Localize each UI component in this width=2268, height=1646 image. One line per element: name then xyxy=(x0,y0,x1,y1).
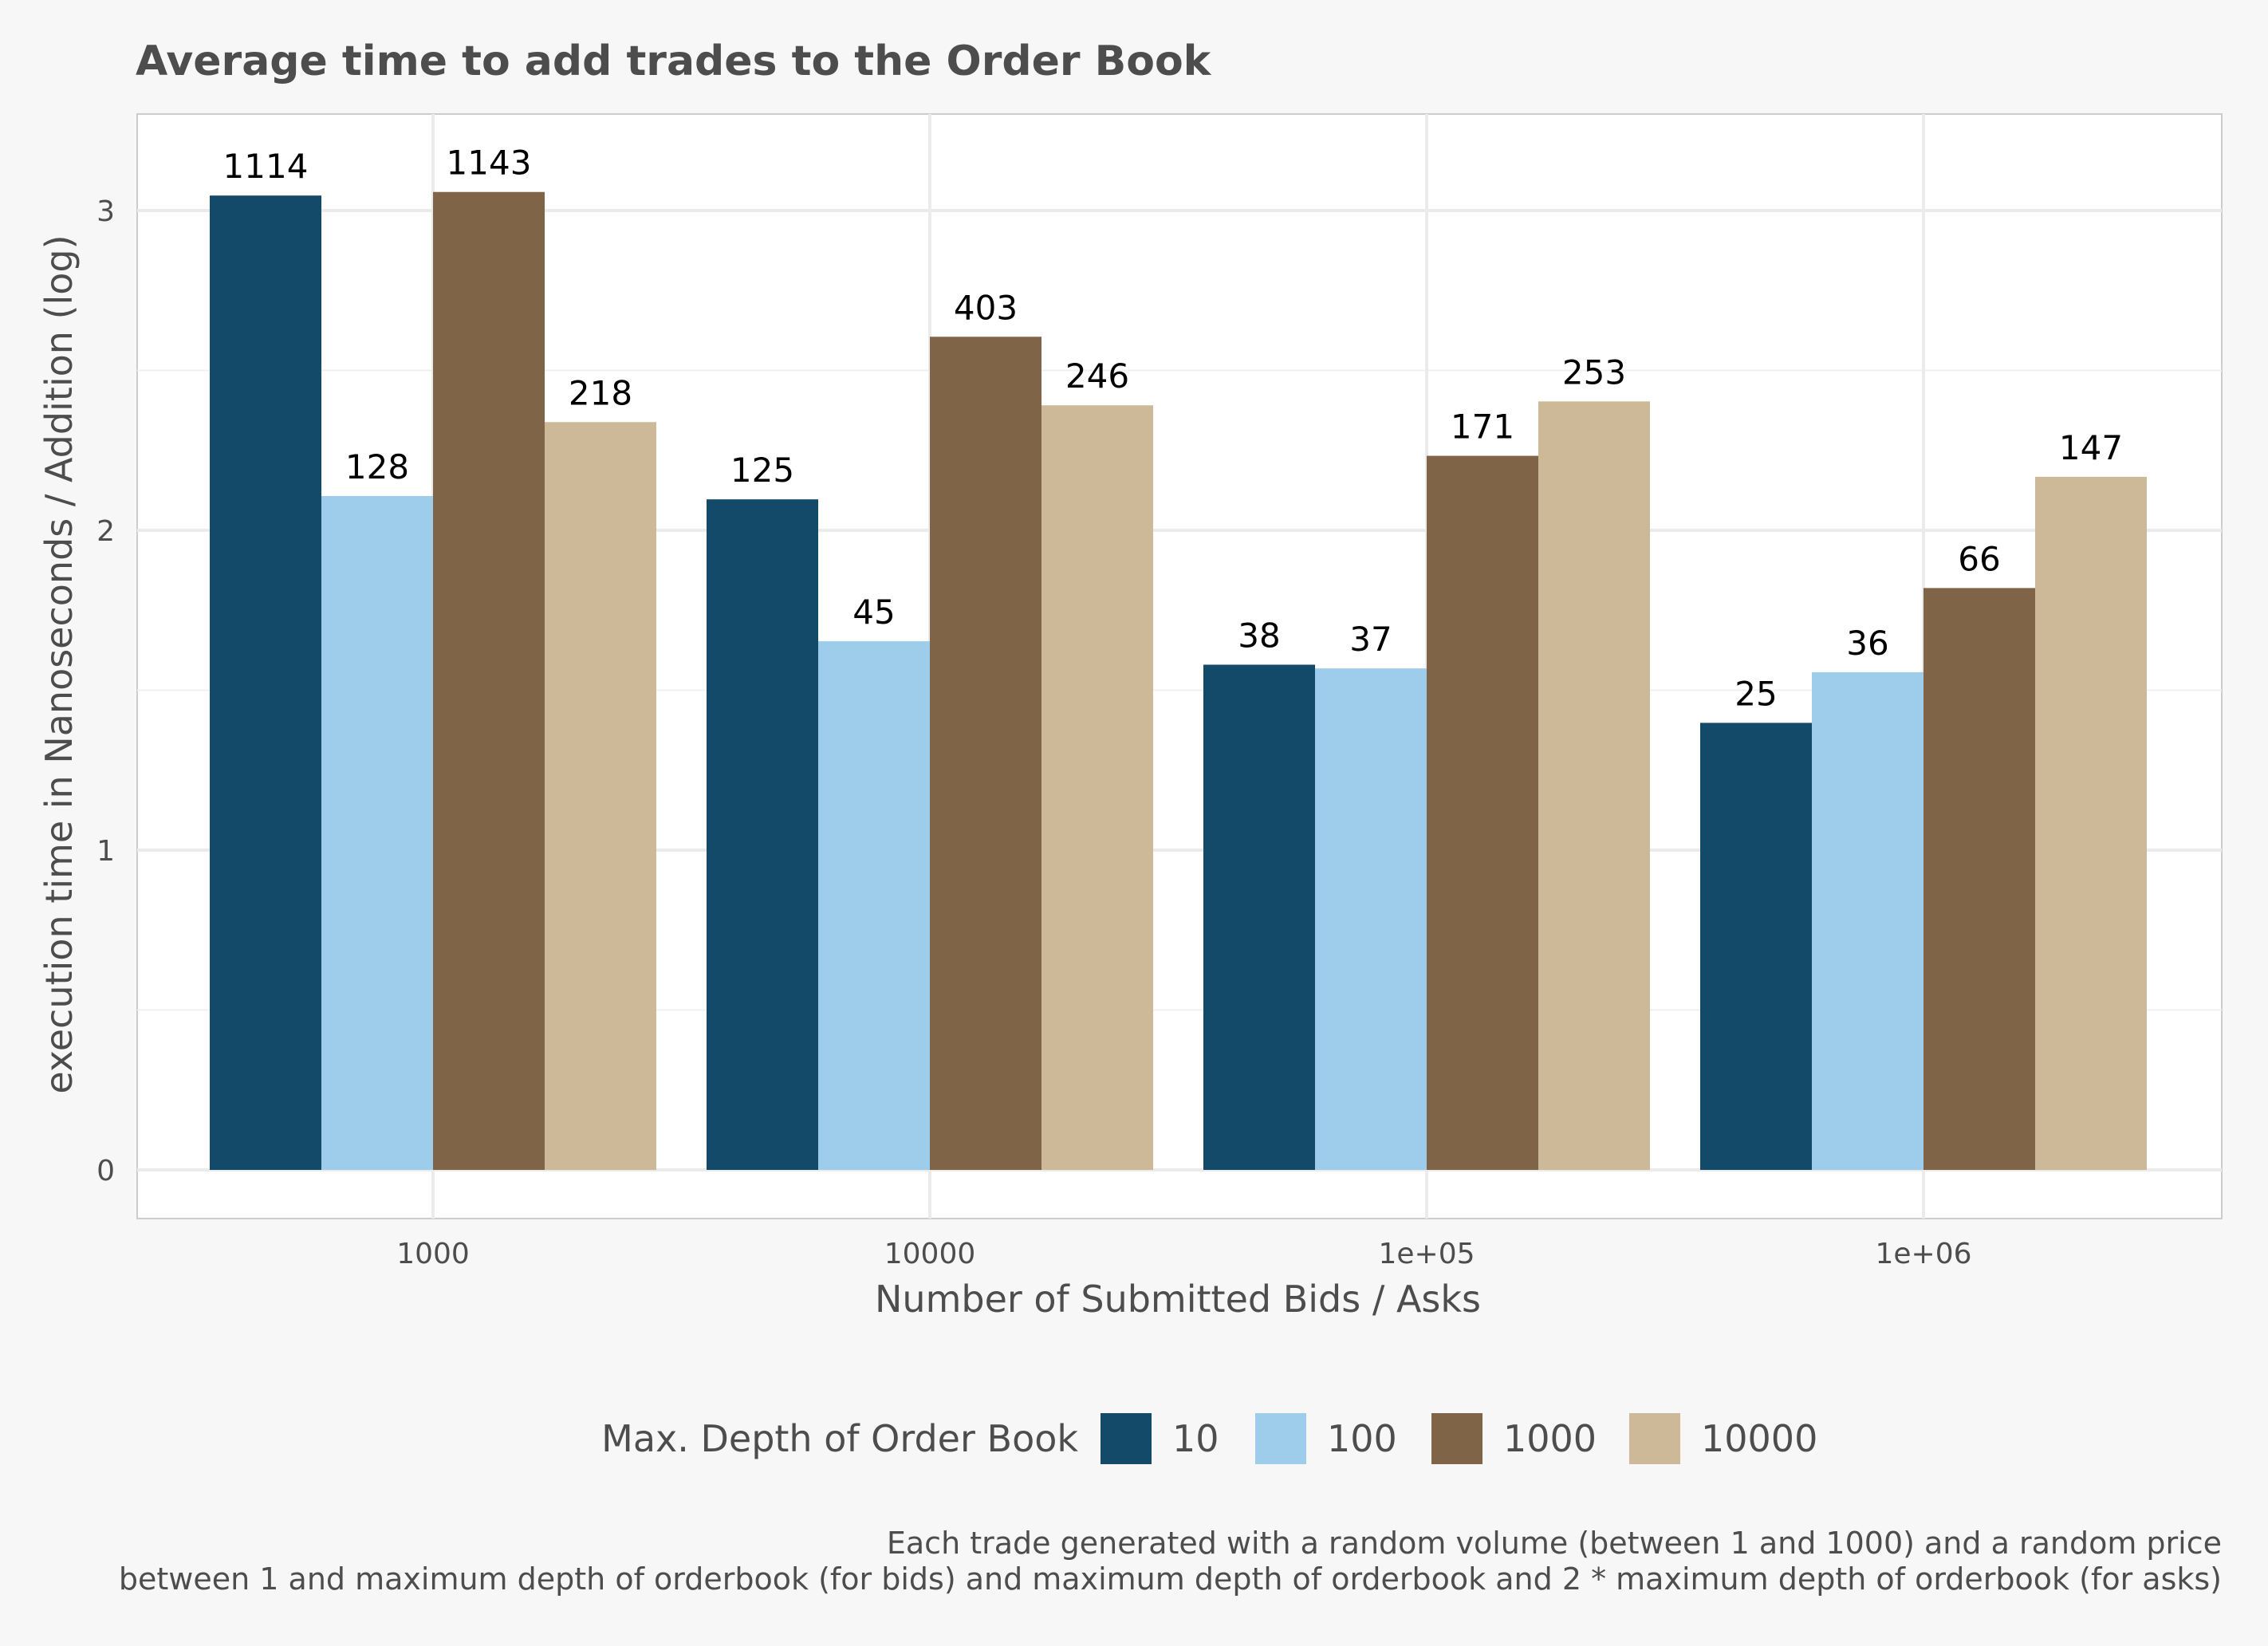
y-tick-label: 0 xyxy=(96,1155,115,1187)
bar-value-label: 128 xyxy=(345,447,409,486)
x-axis-ticks: 1000 10000 1e+05 1e+06 xyxy=(396,1238,1971,1270)
legend-key-10000 xyxy=(1629,1413,1680,1464)
y-axis-label: execution time in Nanoseconds / Addition… xyxy=(37,234,81,1093)
legend-label-10000: 10000 xyxy=(1701,1417,1817,1460)
bar-100-10000 xyxy=(818,641,930,1170)
bars-group xyxy=(210,191,2147,1171)
bar-10000-1000 xyxy=(545,422,656,1170)
caption: Each trade generated with a random volum… xyxy=(119,1526,2222,1597)
bar-value-label: 171 xyxy=(1451,408,1514,447)
caption-line-2: between 1 and maximum depth of orderbook… xyxy=(119,1561,2222,1597)
bar-10000-10000 xyxy=(1041,405,1153,1171)
bar-10-1e+05 xyxy=(1203,664,1315,1170)
bar-value-label: 36 xyxy=(1846,624,1888,663)
bar-value-label: 37 xyxy=(1349,620,1392,659)
x-tick-label: 1000 xyxy=(396,1238,470,1270)
bar-labels-group: 1114 125 38 25 128 45 37 36 1143 403 171 66 218 246 25… xyxy=(223,144,2124,714)
bar-100-1e+06 xyxy=(1812,671,1923,1170)
bar-value-label: 125 xyxy=(730,451,794,490)
bar-10000-1e+06 xyxy=(2035,476,2147,1170)
bar-value-label: 45 xyxy=(852,593,895,632)
bar-10-1e+06 xyxy=(1700,723,1812,1170)
bar-value-label: 147 xyxy=(2059,428,2123,467)
bar-value-label: 38 xyxy=(1238,616,1280,656)
bar-value-label: 218 xyxy=(569,373,632,412)
legend-label-100: 100 xyxy=(1327,1417,1397,1460)
bar-100-1e+05 xyxy=(1315,668,1427,1170)
chart-title: Average time to add trades to the Order … xyxy=(136,37,1212,85)
bar-value-label: 246 xyxy=(1065,356,1129,396)
legend-title: Max. Depth of Order Book xyxy=(601,1417,1078,1460)
x-tick-label: 10000 xyxy=(884,1238,976,1270)
bar-value-label: 403 xyxy=(954,288,1018,327)
bar-value-label: 1143 xyxy=(447,144,532,183)
legend-key-1000 xyxy=(1431,1413,1482,1464)
bar-100-1000 xyxy=(321,496,433,1170)
y-axis-ticks: 0 1 2 3 xyxy=(96,195,115,1187)
bar-value-label: 253 xyxy=(1562,352,1626,392)
bar-10000-1e+05 xyxy=(1538,401,1650,1171)
bar-1000-1e+06 xyxy=(1923,588,2035,1170)
bar-10-10000 xyxy=(707,499,818,1170)
caption-line-1: Each trade generated with a random volum… xyxy=(887,1526,2222,1561)
bar-value-label: 1114 xyxy=(223,147,309,186)
bar-1000-10000 xyxy=(930,337,1041,1170)
bar-value-label: 66 xyxy=(1958,539,2000,578)
legend-key-10 xyxy=(1101,1413,1152,1464)
x-tick-label: 1e+05 xyxy=(1378,1238,1475,1270)
y-tick-label: 1 xyxy=(96,835,115,868)
bar-value-label: 25 xyxy=(1734,674,1777,713)
y-tick-label: 2 xyxy=(96,515,115,548)
legend-label-10: 10 xyxy=(1172,1417,1219,1460)
bar-1000-1000 xyxy=(433,191,545,1170)
legend: Max. Depth of Order Book 10 100 1000 10000 xyxy=(601,1413,1817,1464)
legend-key-100 xyxy=(1255,1413,1306,1464)
bar-10-1000 xyxy=(210,195,321,1171)
y-tick-label: 3 xyxy=(96,195,115,228)
x-axis-label: Number of Submitted Bids / Asks xyxy=(875,1278,1481,1321)
x-tick-label: 1e+06 xyxy=(1875,1238,1971,1270)
bar-1000-1e+05 xyxy=(1427,455,1538,1170)
legend-label-1000: 1000 xyxy=(1503,1417,1597,1460)
